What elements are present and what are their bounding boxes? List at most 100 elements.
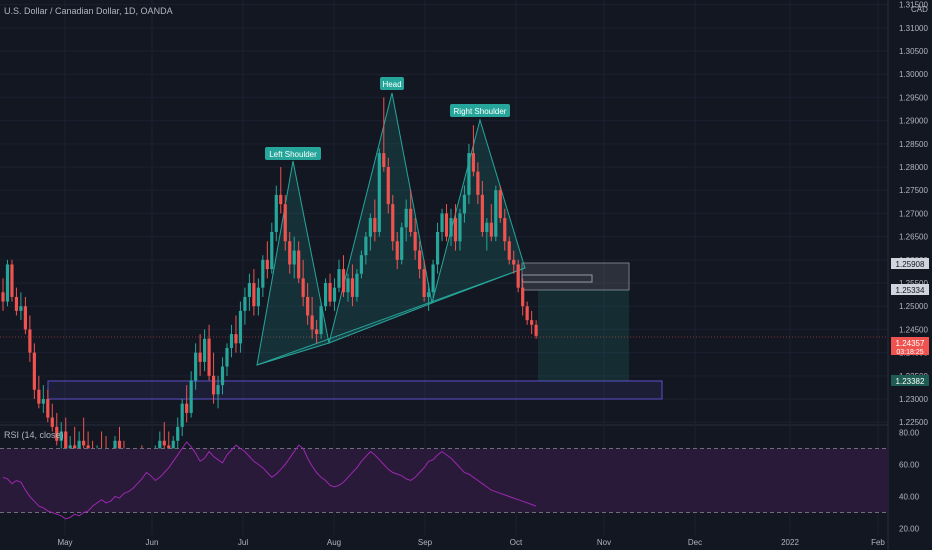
candle-up — [427, 292, 431, 297]
candle-down — [10, 264, 14, 297]
candle-down — [418, 250, 422, 270]
price-tick-label: 1.29000 — [899, 117, 928, 126]
candle-down — [55, 426, 59, 441]
candle-up — [337, 269, 341, 288]
candle-down — [288, 241, 292, 265]
candle-down — [32, 352, 36, 390]
candle-down — [46, 399, 50, 418]
candle-down — [476, 171, 480, 195]
price-tick-label: 1.25500 — [899, 279, 928, 288]
price-tick-label: 1.26500 — [899, 233, 928, 242]
time-tick-label: Jul — [238, 538, 248, 547]
candle-down — [185, 403, 189, 413]
resistance-box — [521, 262, 630, 291]
candle-down — [534, 324, 538, 336]
candle-down — [207, 338, 211, 376]
rsi-line — [2, 441, 537, 520]
candle-down — [23, 306, 27, 330]
target-box — [538, 290, 629, 381]
time-tick-label: Sep — [418, 538, 433, 547]
candle-up — [225, 347, 229, 367]
time-tick-label: Feb — [871, 538, 885, 547]
pattern-base — [257, 268, 525, 365]
symbol-title: U.S. Dollar / Canadian Dollar, 1D, OANDA — [4, 6, 173, 16]
price-tick-label: 1.31000 — [899, 24, 928, 33]
pattern-label: Head — [382, 80, 401, 89]
candle-down — [82, 440, 86, 446]
price-badge-countdown: 03:18:25 — [896, 349, 923, 356]
candle-down — [73, 445, 77, 451]
candle-up — [19, 306, 23, 311]
candle-up — [180, 403, 184, 427]
candle-down — [265, 259, 269, 270]
rsi-panel[interactable]: 80.00 60.00 40.00 20.00 — [0, 428, 920, 534]
candle-down — [422, 269, 426, 297]
neckline — [256, 267, 526, 366]
candle-up — [485, 222, 489, 232]
price-tick-label: 1.29500 — [899, 93, 928, 102]
candle-up — [458, 213, 462, 242]
entry-box — [521, 274, 593, 283]
rsi-tick-label: 80.00 — [899, 428, 920, 437]
price-tick-label: 1.24500 — [899, 325, 928, 334]
candle-up — [440, 213, 444, 232]
candle-down — [211, 375, 216, 395]
pattern-label-bg — [265, 147, 321, 160]
candle-down — [64, 431, 68, 455]
candles — [1, 97, 538, 497]
candle-up — [270, 231, 274, 270]
price-tick-label: 1.23000 — [899, 395, 928, 404]
candle-up — [59, 431, 63, 441]
candle-up — [359, 255, 363, 274]
candle-up — [194, 352, 198, 381]
candle-up — [332, 287, 337, 302]
pattern-label-bg — [380, 77, 404, 90]
candle-down — [279, 194, 283, 205]
candle-down — [301, 278, 305, 297]
candle-up — [238, 310, 243, 344]
time-tick-label: Dec — [688, 538, 702, 547]
candle-up — [189, 380, 193, 413]
candle-up — [243, 296, 247, 311]
candle-down — [1, 292, 5, 302]
candle-up — [203, 338, 207, 362]
candle-down — [453, 218, 458, 242]
candle-up — [368, 218, 372, 237]
candle-down — [507, 241, 511, 260]
candle-down — [512, 259, 516, 265]
time-tick-label: Oct — [510, 538, 523, 547]
candle-up — [176, 426, 180, 441]
candle-down — [306, 296, 310, 316]
candle-down — [162, 440, 166, 446]
candle-up — [229, 334, 234, 348]
time-axis[interactable]: May Jun Jul Aug Sep Oct Nov Dec 2022 Feb — [57, 538, 885, 547]
price-tick-label: 1.31500 — [899, 1, 928, 10]
candle-down — [489, 222, 493, 237]
candle-up — [171, 440, 175, 455]
candle-up — [274, 194, 278, 232]
candle-down — [350, 278, 355, 297]
price-axis[interactable]: 1.31500 1.31000 1.30500 1.30000 1.29500 1.290… — [891, 1, 929, 428]
price-tick-label: 1.25000 — [899, 302, 928, 311]
candle-down — [315, 329, 319, 335]
candle-up — [431, 264, 435, 293]
candle-down — [444, 213, 449, 237]
price-tick-label: 1.28000 — [899, 163, 928, 172]
rsi-band — [0, 448, 888, 513]
time-tick-label: 2022 — [781, 538, 799, 547]
candle-up — [494, 190, 498, 237]
candle-down — [521, 287, 525, 307]
price-badge-value: 1.25908 — [896, 260, 925, 269]
price-badge-value: 1.23382 — [896, 377, 925, 386]
candle-up — [377, 153, 381, 232]
candle-up — [247, 283, 251, 297]
candle-up — [256, 287, 260, 307]
candle-down — [413, 231, 417, 251]
time-tick-label: Jun — [146, 538, 159, 547]
candle-up — [404, 208, 408, 228]
price-badge-value: 1.25334 — [896, 286, 925, 295]
candle-down — [198, 352, 202, 362]
candle-down — [373, 218, 377, 232]
candle-down — [297, 250, 301, 279]
